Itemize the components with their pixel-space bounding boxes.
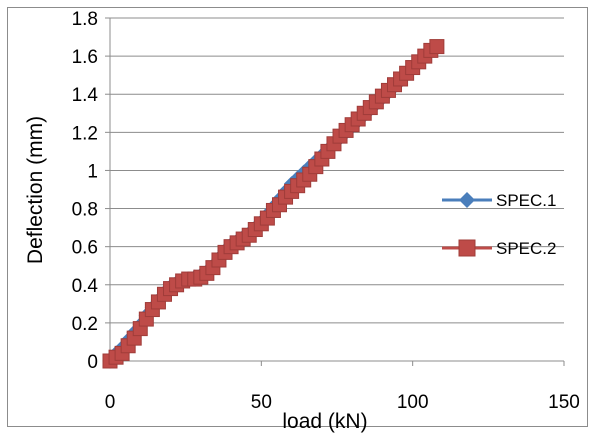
x-tick-label: 100 [397, 392, 429, 413]
axes-layer [105, 17, 565, 366]
y-tick-label: 0 [87, 352, 98, 373]
legend-marker-spec1 [459, 192, 475, 208]
x-tick-label: 150 [548, 392, 580, 413]
legend-item-spec2: SPEC.2 [442, 239, 556, 258]
x-axis-title: load (kN) [282, 410, 367, 433]
x-tick-label: 0 [105, 392, 116, 413]
y-tick-label: 1.6 [72, 47, 98, 68]
grid-layer [110, 17, 564, 362]
series-layer [102, 39, 445, 369]
y-tick-label: 0.6 [72, 238, 98, 259]
legend: SPEC.1 SPEC.2 [442, 191, 556, 258]
y-tick-label: 1.8 [72, 9, 98, 30]
x-tick-label: 50 [251, 392, 272, 413]
legend-item-spec1: SPEC.1 [442, 191, 556, 210]
y-tick-label: 0.4 [72, 276, 99, 297]
legend-label-spec1: SPEC.1 [496, 191, 556, 210]
y-tick-label: 0.8 [72, 200, 98, 221]
y-tick-label: 1.2 [72, 123, 98, 144]
y-tick-label: 1 [87, 161, 98, 182]
y-tick-label: 1.4 [72, 85, 99, 106]
ticks-layer: 0 0.2 0.4 0.6 0.8 1 1.2 1.4 1.6 1.8 0 50 100 150 [72, 9, 580, 413]
data-point [429, 39, 445, 55]
y-axis-title: Deflection (mm) [24, 116, 47, 264]
legend-marker-spec2 [458, 239, 476, 257]
y-tick-label: 0.2 [72, 314, 98, 335]
legend-label-spec2: SPEC.2 [496, 239, 556, 258]
series-2 [102, 39, 445, 369]
